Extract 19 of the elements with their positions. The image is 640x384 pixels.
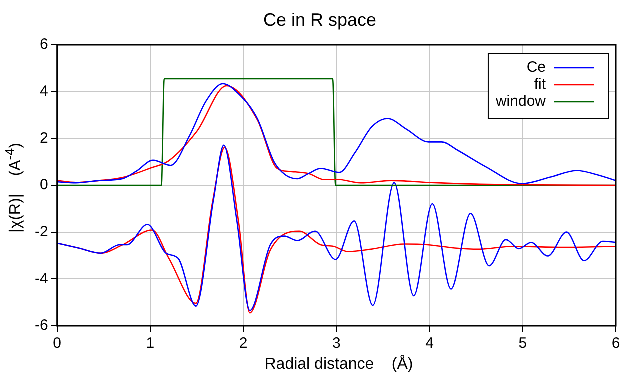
y-tick-label: 4 bbox=[40, 82, 48, 100]
y-tick-label: -6 bbox=[34, 317, 48, 334]
y-tick-label: 2 bbox=[40, 130, 48, 147]
legend-label: Ce bbox=[526, 59, 546, 76]
y-tick-label: 6 bbox=[40, 36, 48, 54]
x-tick-label: 4 bbox=[426, 335, 434, 352]
y-tick-label: 0 bbox=[40, 176, 48, 194]
x-tick-label: 1 bbox=[146, 335, 155, 352]
x-tick-label: 3 bbox=[332, 335, 341, 352]
y-tick-label: -4 bbox=[34, 270, 48, 288]
x-tick-label: 2 bbox=[239, 335, 248, 352]
x-tick-label: 6 bbox=[612, 335, 620, 352]
x-axis-title: Radial distance (Å) bbox=[264, 356, 414, 374]
x-tick-label: 0 bbox=[53, 335, 62, 352]
x-tick-label: 5 bbox=[518, 335, 528, 352]
legend-label: fit bbox=[534, 76, 547, 94]
legend-label: window bbox=[494, 93, 546, 110]
y-tick-label: -2 bbox=[34, 223, 48, 240]
chart-title: Ce in R space bbox=[262, 10, 378, 31]
